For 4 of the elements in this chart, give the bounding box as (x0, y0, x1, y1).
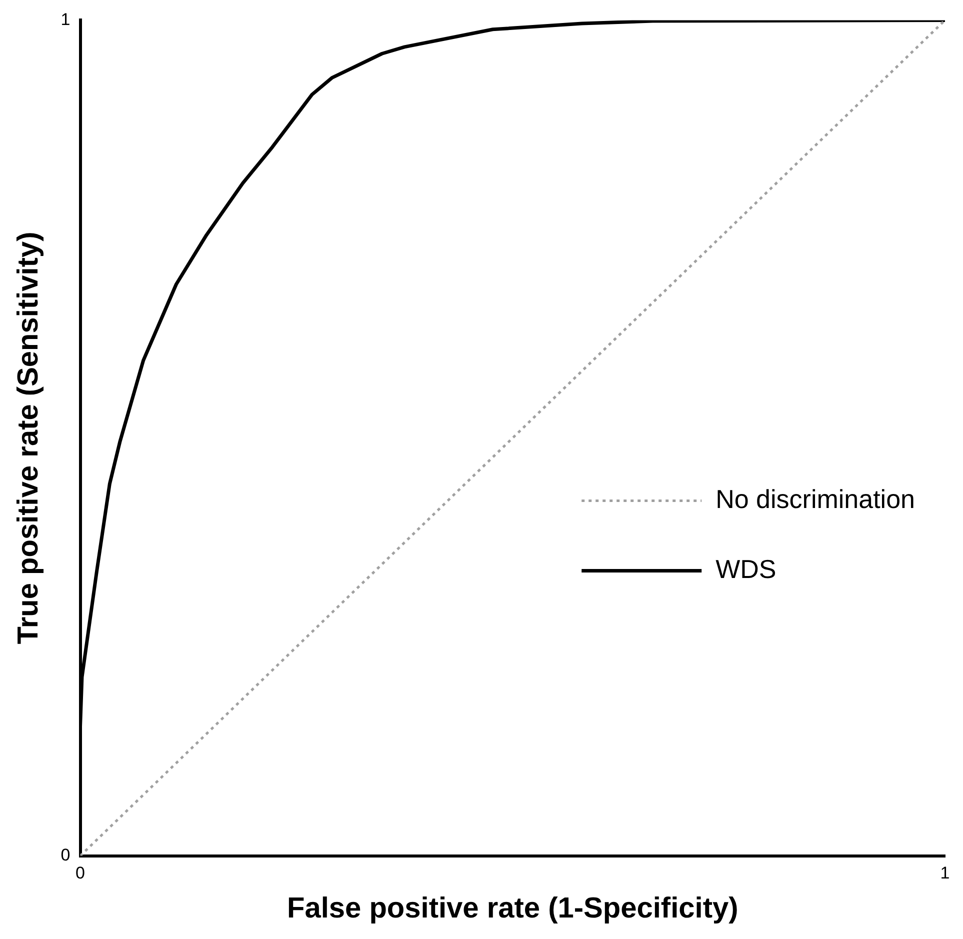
x-axis-title: False positive rate (1-Specificity) (286, 892, 738, 925)
legend-label: WDS (716, 554, 776, 584)
y-axis-title: True positive rate (Sensitivity) (12, 232, 44, 644)
legend-label: No discrimination (716, 484, 915, 514)
